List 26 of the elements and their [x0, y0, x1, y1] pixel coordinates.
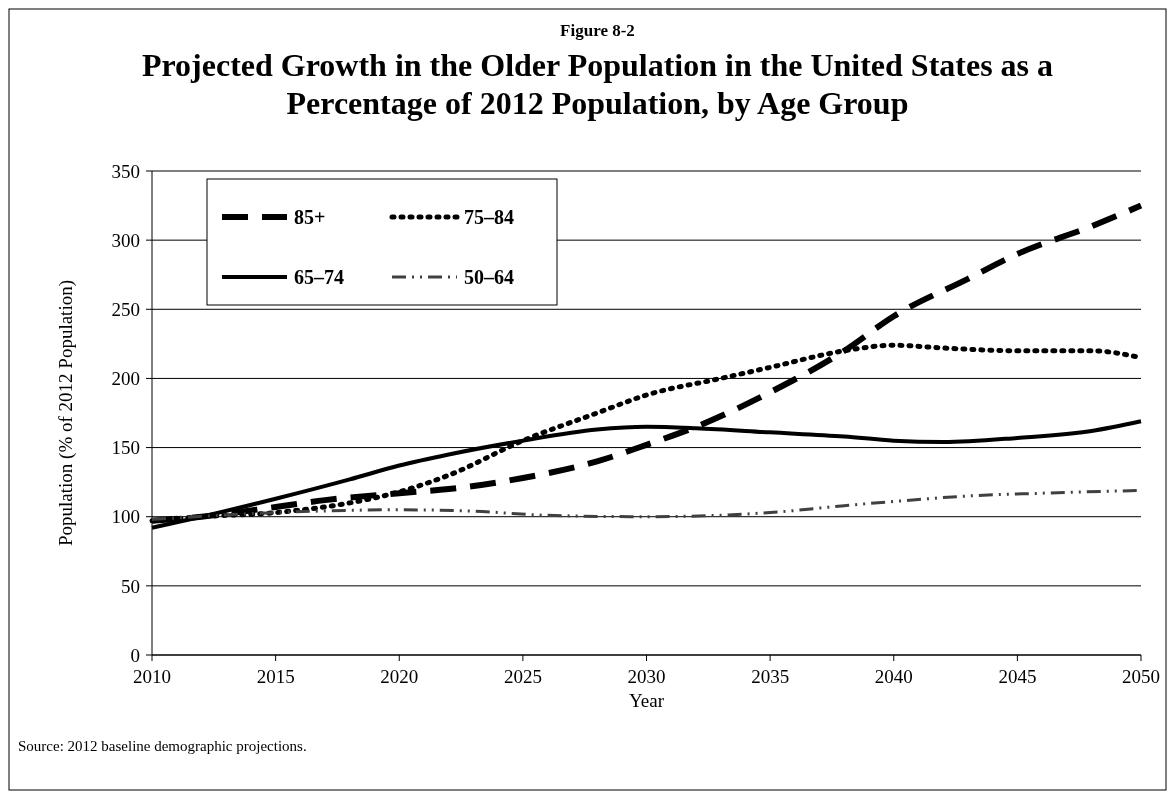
y-tick-label: 100 — [111, 506, 140, 528]
legend-label: 65–74 — [294, 266, 344, 288]
x-tick-label: 2035 — [751, 666, 790, 687]
y-axis-title: Population (% of 2012 Population) — [55, 280, 77, 546]
x-tick-label: 2015 — [256, 666, 295, 687]
x-axis-title: Year — [628, 690, 665, 711]
chart-title: Projected Growth in the Older Population in the United States as a Percentage of 2012 Population, by Age Group — [141, 47, 1054, 121]
y-tick-label: 150 — [111, 437, 140, 459]
x-tick-label: 2020 — [380, 666, 419, 687]
legend-label: 75–84 — [464, 206, 514, 228]
y-tick-label: 250 — [111, 298, 140, 320]
x-tick-label: 2010 — [133, 666, 171, 687]
y-tick-label: 0 — [130, 644, 140, 666]
x-tick-label: 2040 — [874, 666, 913, 687]
source-note: Source: 2012 baseline demographic projections. — [18, 738, 307, 754]
chart-subtitle: Figure 8-2 — [560, 21, 635, 40]
y-tick-label: 200 — [111, 368, 140, 390]
x-tick-label: 2045 — [998, 666, 1037, 687]
legend-label: 50–64 — [464, 266, 514, 288]
y-tick-label: 350 — [111, 160, 140, 182]
legend-label: 85+ — [294, 206, 326, 228]
x-tick-label: 2030 — [627, 666, 666, 687]
x-tick-label: 2025 — [503, 666, 542, 687]
x-tick-label: 2050 — [1122, 666, 1160, 687]
y-tick-label: 50 — [121, 575, 140, 597]
y-tick-label: 300 — [111, 229, 140, 251]
